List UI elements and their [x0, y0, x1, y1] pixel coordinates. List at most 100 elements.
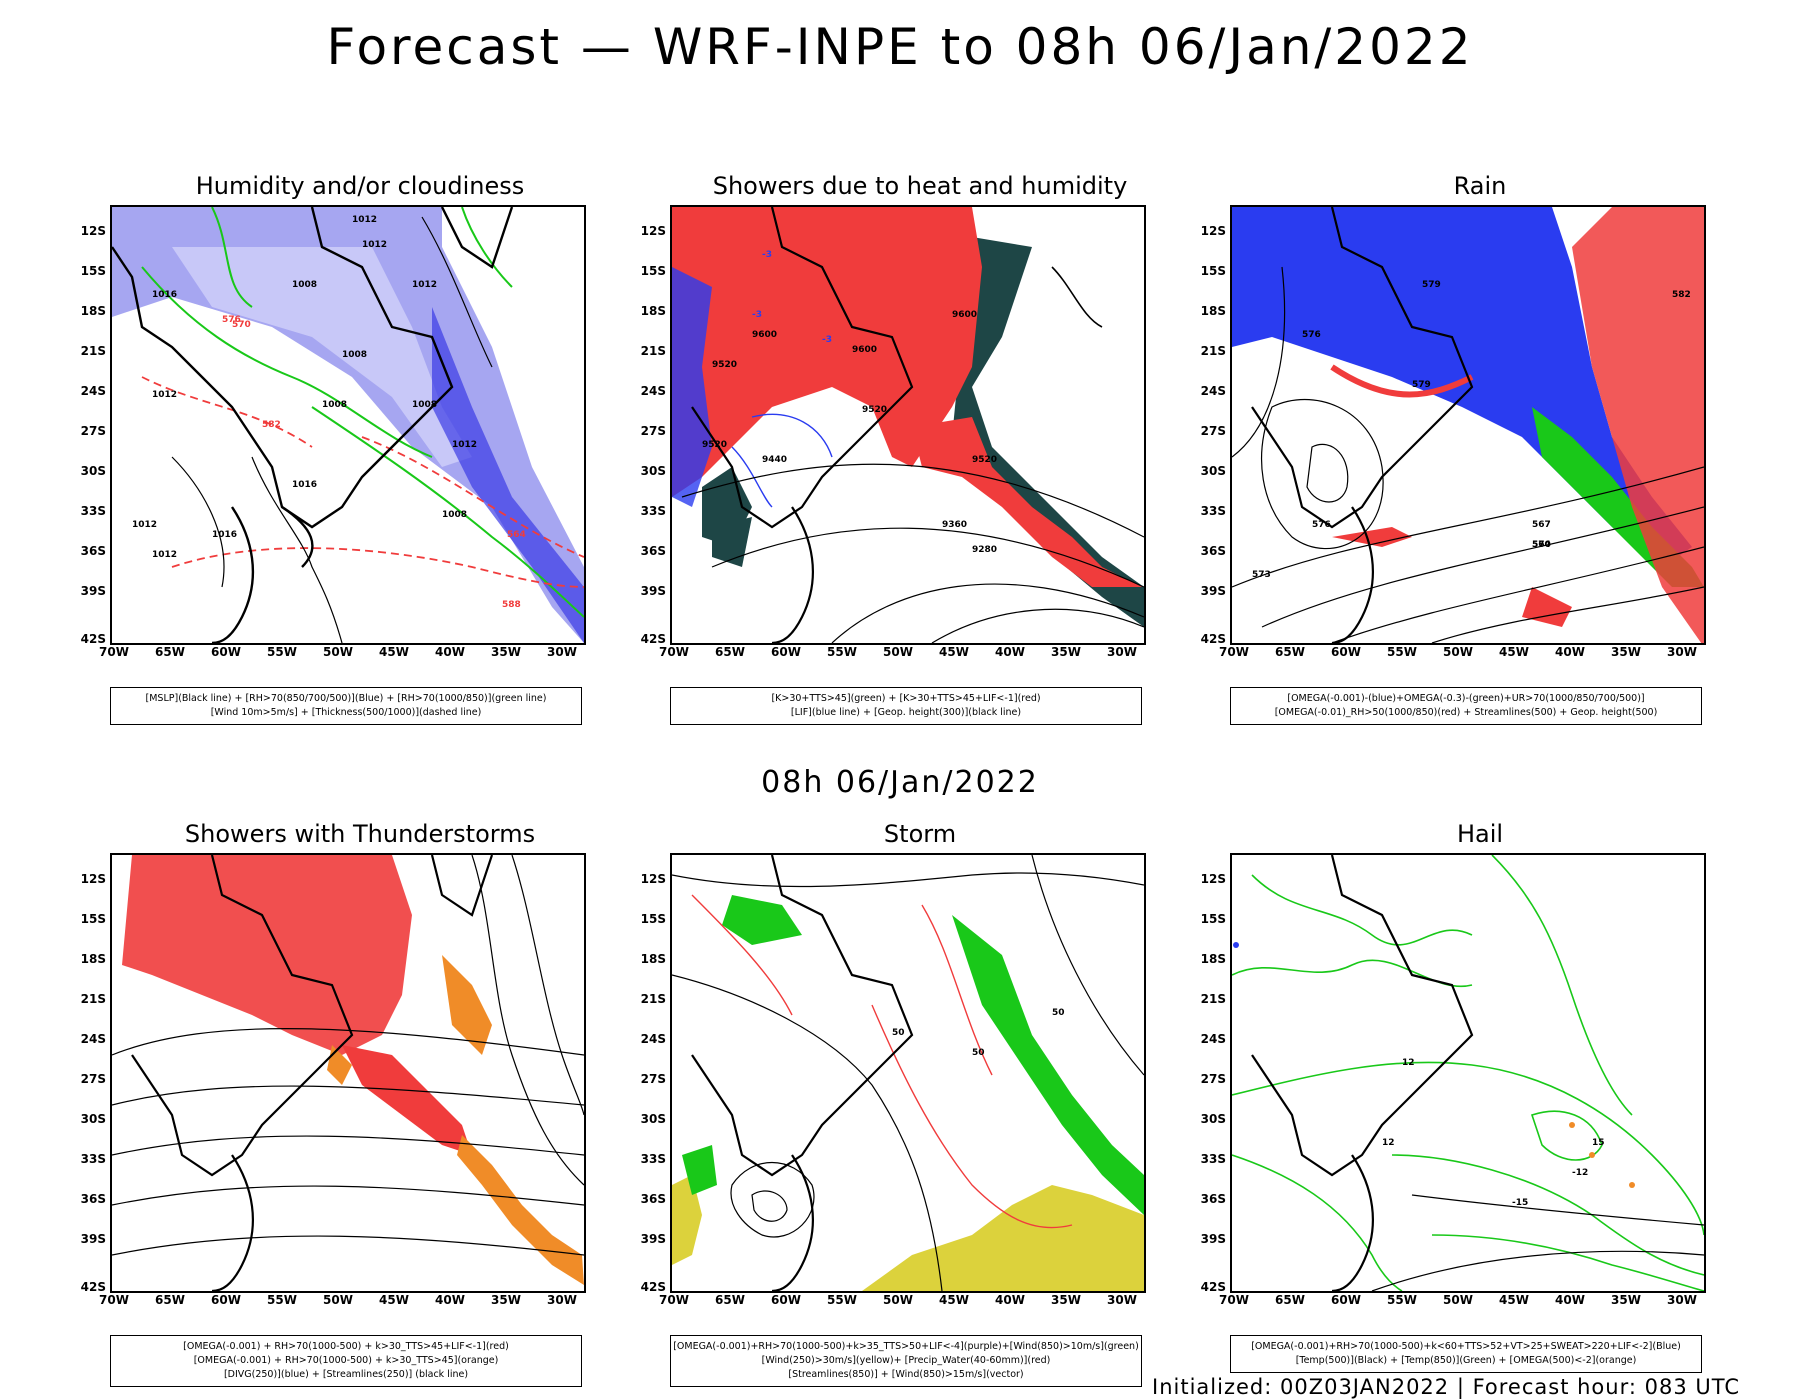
- lat-tick: 15S: [640, 912, 666, 926]
- lon-tick: 45W: [379, 1293, 409, 1307]
- lon-tick: 60W: [1331, 1293, 1361, 1307]
- lat-tick: 42S: [640, 1280, 666, 1294]
- section-subtitle: 08h 06/Jan/2022: [761, 765, 1039, 800]
- contour-label: 1012: [152, 550, 177, 560]
- contour-label: 1012: [412, 280, 437, 290]
- map-area: 9600 9600 9520 9600 9520 9520 9440 9360 9280 9520…: [670, 205, 1146, 645]
- lon-tick: 65W: [155, 645, 185, 659]
- contour-label: 588: [502, 600, 521, 610]
- lon-tick: 45W: [1499, 1293, 1529, 1307]
- panel-title: Hail: [1456, 820, 1504, 848]
- lat-tick: 27S: [80, 424, 106, 438]
- lon-tick: 30W: [1107, 645, 1137, 659]
- contour-label: 1008: [442, 510, 467, 520]
- panel-legend: [K>30+TTS>45](green) + [K>30+TTS>45+LIF<…: [670, 687, 1142, 725]
- panel-humidity: Humidity and/or cloudiness 1012 1012 1008 1…: [80, 172, 640, 732]
- lat-tick: 30S: [1200, 1112, 1226, 1126]
- lat-tick: 18S: [80, 952, 106, 966]
- panel-rain: Rain 582 579 576 576 573 570 567 564 579 12S 15S…: [1200, 172, 1760, 732]
- lat-tick: 39S: [80, 584, 106, 598]
- lat-tick: 36S: [1200, 544, 1226, 558]
- contour-label: -12: [1572, 1168, 1588, 1178]
- lat-tick: 15S: [80, 912, 106, 926]
- lon-tick: 35W: [1611, 645, 1641, 659]
- contour-label: 9600: [952, 310, 977, 320]
- lat-tick: 21S: [1200, 992, 1226, 1006]
- lon-tick: 40W: [1555, 645, 1585, 659]
- legend-line: [OMEGA(-0.001) + RH>70(1000-500) + k>30_…: [193, 1355, 499, 1366]
- lat-tick: 36S: [640, 544, 666, 558]
- lon-tick: 65W: [715, 645, 745, 659]
- lon-tick: 45W: [1499, 645, 1529, 659]
- contour-label: 9600: [752, 330, 777, 340]
- lat-tick: 24S: [640, 384, 666, 398]
- contour-label: 50: [1052, 1008, 1065, 1018]
- legend-line: [MSLP](Black line) + [RH>70(850/700/500)…: [145, 693, 547, 704]
- contour-label: 1016: [212, 530, 237, 540]
- panel-showers-heat: Showers due to heat and humidity 9600 960…: [640, 172, 1200, 732]
- panel-title: Showers with Thunderstorms: [184, 820, 536, 848]
- contour-label: 582: [1672, 290, 1691, 300]
- contour-label: 1008: [412, 400, 437, 410]
- lon-tick: 60W: [771, 1293, 801, 1307]
- lat-tick: 18S: [640, 304, 666, 318]
- lon-tick: 50W: [883, 645, 913, 659]
- legend-line: [OMEGA(-0.001)+RH>70(1000-500)+k>35_TTS>…: [673, 1341, 1139, 1352]
- lon-tick: 40W: [995, 1293, 1025, 1307]
- lat-tick: 24S: [80, 384, 106, 398]
- lat-tick: 21S: [640, 344, 666, 358]
- lat-tick: 12S: [80, 872, 106, 886]
- lon-tick: 65W: [155, 1293, 185, 1307]
- lat-tick: 33S: [1200, 1152, 1226, 1166]
- lat-tick: 21S: [1200, 344, 1226, 358]
- lon-tick: 30W: [547, 1293, 577, 1307]
- lon-tick: 50W: [1443, 645, 1473, 659]
- lat-tick: 30S: [80, 1112, 106, 1126]
- lon-tick: 60W: [1331, 645, 1361, 659]
- lat-tick: 15S: [80, 264, 106, 278]
- lon-tick: 35W: [1051, 1293, 1081, 1307]
- lon-tick: 40W: [435, 645, 465, 659]
- contour-label: 1008: [342, 350, 367, 360]
- contour-label: -3: [752, 310, 762, 320]
- main-title: Forecast — WRF-INPE to 08h 06/Jan/2022: [326, 18, 1474, 76]
- lon-tick: 70W: [99, 1293, 129, 1307]
- contour-label: 9280: [972, 545, 997, 555]
- map-svg: 50 50 50: [672, 855, 1144, 1291]
- lat-tick: 36S: [80, 1192, 106, 1206]
- lon-tick: 60W: [211, 1293, 241, 1307]
- lat-tick: 27S: [80, 1072, 106, 1086]
- lon-tick: 35W: [1611, 1293, 1641, 1307]
- contour-label: 576: [222, 315, 241, 325]
- lat-tick: 24S: [80, 1032, 106, 1046]
- lon-tick: 45W: [939, 1293, 969, 1307]
- lat-tick: 27S: [1200, 424, 1226, 438]
- legend-line: [LIF](blue line) + [Geop. height(300)](b…: [790, 707, 1022, 718]
- contour-label: 573: [1252, 570, 1271, 580]
- legend-line: [Temp(500)](Black) + [Temp(850)](Green) …: [1295, 1355, 1637, 1366]
- panel-legend: [OMEGA(-0.001)+RH>70(1000-500)+k<60+TTS>…: [1230, 1335, 1702, 1373]
- lon-tick: 50W: [323, 1293, 353, 1307]
- lon-tick: 55W: [827, 645, 857, 659]
- lon-tick: 65W: [715, 1293, 745, 1307]
- lon-tick: 30W: [1107, 1293, 1137, 1307]
- lat-tick: 12S: [640, 224, 666, 238]
- panel-legend: [MSLP](Black line) + [RH>70(850/700/500)…: [110, 687, 582, 725]
- contour-label: 576: [1302, 330, 1321, 340]
- panel-storm: Storm 50 50 50 12S 15S 18S 21S 24S 27S 30S…: [640, 820, 1200, 1387]
- legend-line: [OMEGA(-0.001) + RH>70(1000-500) + k>30_…: [183, 1341, 509, 1352]
- panel-hail: Hail 12 -12 -15 12 15 12S 15S 18S 21S 24S 27…: [1200, 820, 1760, 1380]
- legend-line: [OMEGA(-0.001)-(blue)+OMEGA(-0.3)-(green…: [1287, 693, 1645, 704]
- panel-title: Rain: [1453, 172, 1507, 200]
- lon-tick: 35W: [491, 1293, 521, 1307]
- panel-title: Humidity and/or cloudiness: [195, 172, 525, 200]
- contour-label: 1012: [352, 215, 377, 225]
- map-area: 1012 1012 1008 1012 1008 1016 1012 1008 1012 1008…: [110, 205, 586, 645]
- map-svg: [112, 855, 584, 1291]
- lat-tick: 39S: [640, 1232, 666, 1246]
- lon-tick: 35W: [491, 645, 521, 659]
- lat-tick: 42S: [1200, 1280, 1226, 1294]
- lon-tick: 50W: [883, 1293, 913, 1307]
- legend-line: [Wind(250)>30m/s](yellow)+ [Precip_Water…: [761, 1355, 1051, 1366]
- contour-label: 1012: [452, 440, 477, 450]
